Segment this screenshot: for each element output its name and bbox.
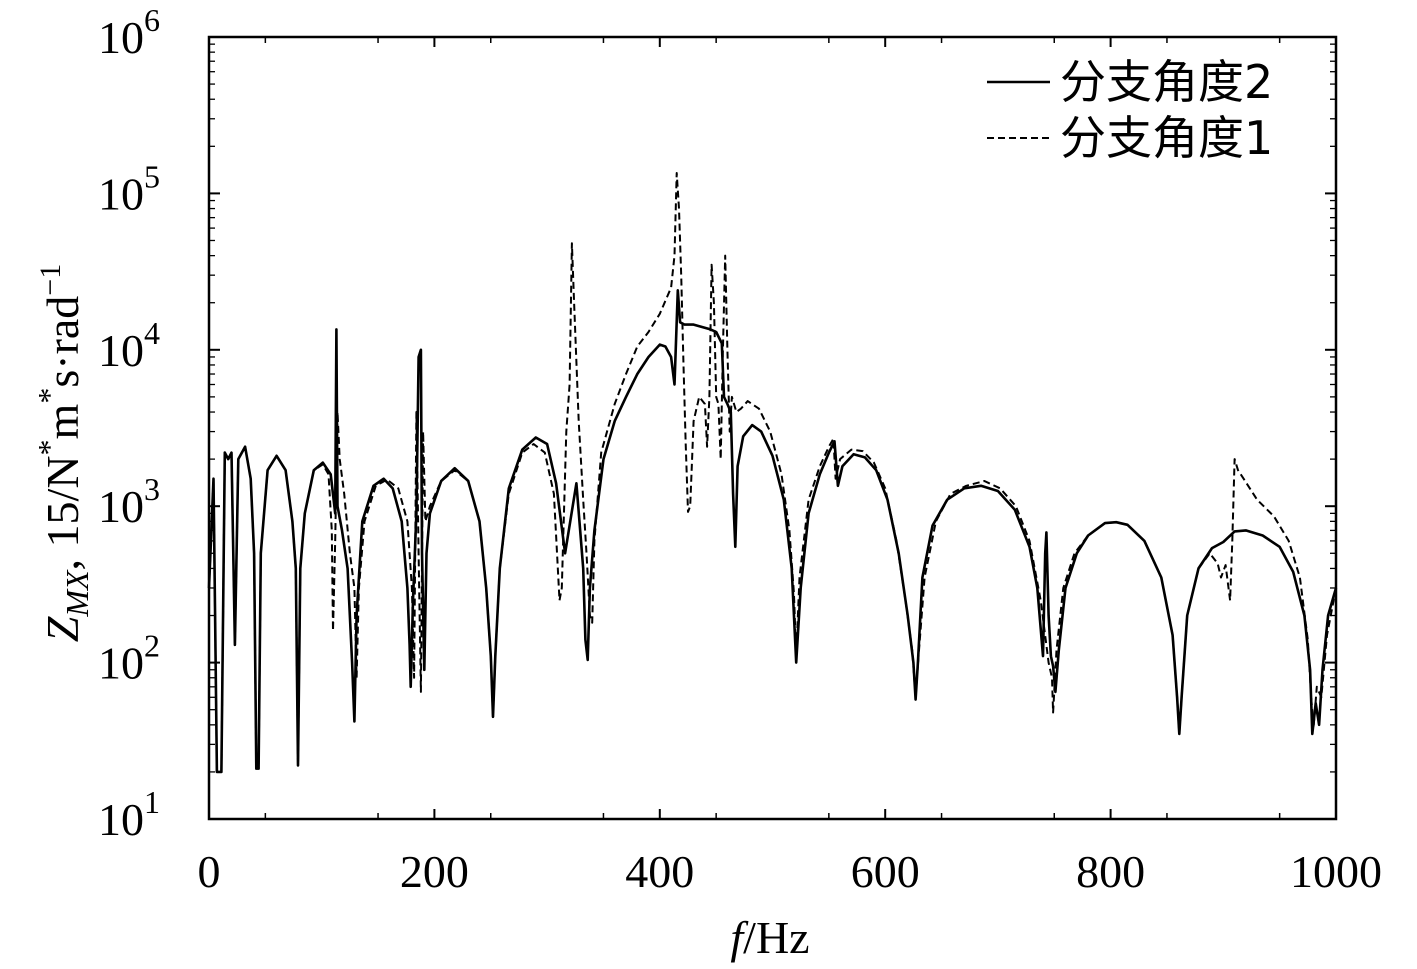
plot-frame bbox=[207, 35, 1338, 821]
y-axis-title-sup1: * bbox=[31, 439, 67, 455]
y-tick-label: 103 bbox=[98, 471, 160, 532]
x-tick-label: 400 bbox=[625, 846, 694, 897]
y-tick-label: 104 bbox=[98, 315, 160, 376]
y-axis-title-tail: s·rad bbox=[37, 296, 88, 388]
legend-label-2: 分支角度1 bbox=[1060, 111, 1273, 165]
y-tick-label: 106 bbox=[98, 2, 160, 63]
y-axis-ticks bbox=[209, 36, 1336, 820]
y-axis-title-sup2: * bbox=[31, 388, 67, 404]
y-axis-title-sup3: −1 bbox=[34, 264, 67, 296]
x-tick-label: 0 bbox=[198, 846, 221, 897]
x-tick-label: 600 bbox=[851, 846, 920, 897]
x-axis-ticks bbox=[208, 37, 1337, 819]
y-tick-label: 102 bbox=[98, 628, 160, 689]
plot-lines bbox=[207, 172, 1338, 774]
x-axis-title-unit: /Hz bbox=[743, 912, 809, 963]
series-line-2 bbox=[208, 172, 1337, 773]
x-tick-label: 1000 bbox=[1290, 846, 1382, 897]
series-line-1 bbox=[207, 289, 1338, 774]
y-axis-tick-labels: 101 102 103 104 105 106 bbox=[98, 2, 160, 845]
y-axis-title: ZMX, 15/N*m*s·rad−1 bbox=[31, 264, 95, 642]
y-axis-title-sub: MX bbox=[59, 569, 95, 618]
y-tick-label: 105 bbox=[98, 158, 160, 219]
x-axis-title: f/Hz bbox=[730, 912, 809, 963]
x-axis-tick-labels: 0 200 400 600 800 1000 bbox=[198, 846, 1383, 897]
y-axis-title-mid: m bbox=[37, 403, 88, 439]
x-tick-label: 200 bbox=[400, 846, 469, 897]
y-tick-label: 101 bbox=[98, 784, 160, 845]
x-tick-label: 800 bbox=[1076, 846, 1145, 897]
y-axis-title-var: Z bbox=[37, 616, 88, 642]
legend-label-1: 分支角度2 bbox=[1060, 55, 1273, 109]
y-axis-title-rest: , 15/N bbox=[37, 455, 88, 570]
